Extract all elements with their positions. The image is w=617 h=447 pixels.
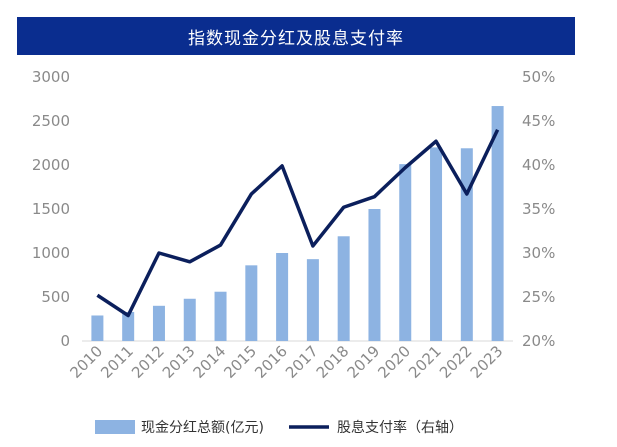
dividend-bar bbox=[368, 209, 381, 341]
x-axis-tick: 2015 bbox=[220, 342, 260, 382]
x-axis-tick: 2021 bbox=[405, 342, 445, 382]
right-axis-tick: 40% bbox=[522, 156, 555, 174]
dividend-bar bbox=[245, 265, 258, 341]
x-axis-tick: 2013 bbox=[159, 342, 199, 382]
dividend-bar bbox=[91, 315, 104, 341]
x-axis-tick: 2023 bbox=[467, 342, 507, 382]
right-axis-tick: 30% bbox=[522, 244, 555, 262]
dividend-bar bbox=[337, 236, 350, 341]
left-axis-tick: 1500 bbox=[32, 200, 70, 218]
legend-swatch-bar bbox=[95, 420, 135, 434]
dividend-bar bbox=[214, 291, 227, 341]
x-axis-tick: 2016 bbox=[251, 342, 291, 382]
x-axis-tick: 2019 bbox=[344, 342, 384, 382]
right-axis-tick: 35% bbox=[522, 200, 555, 218]
dividend-bar bbox=[183, 298, 196, 341]
dividend-bar bbox=[276, 253, 289, 341]
x-axis-tick: 2011 bbox=[97, 342, 137, 382]
chart-title: 指数现金分红及股息支付率 bbox=[17, 17, 575, 55]
dividend-bar bbox=[399, 164, 412, 341]
x-axis-tick: 2022 bbox=[436, 342, 476, 382]
left-axis-tick: 3000 bbox=[32, 68, 70, 86]
x-axis-tick: 2014 bbox=[190, 342, 230, 382]
right-axis-tick: 45% bbox=[522, 112, 555, 130]
dividend-bar bbox=[491, 106, 504, 341]
dividend-bar bbox=[122, 311, 135, 341]
x-axis-tick: 2010 bbox=[66, 342, 106, 382]
dividend-bar bbox=[306, 259, 319, 341]
right-axis-tick: 25% bbox=[522, 288, 555, 306]
x-axis-tick: 2018 bbox=[313, 342, 353, 382]
legend-label-line: 股息支付率（右轴） bbox=[337, 419, 463, 436]
left-axis-tick: 0 bbox=[60, 332, 70, 350]
dividend-bar bbox=[460, 148, 473, 341]
x-axis-tick: 2012 bbox=[128, 342, 168, 382]
payout-ratio-line bbox=[96, 129, 500, 318]
left-axis-tick: 500 bbox=[41, 288, 70, 306]
x-axis-tick: 2017 bbox=[282, 342, 322, 382]
left-axis-tick: 2000 bbox=[32, 156, 70, 174]
x-axis-tick: 2020 bbox=[374, 342, 414, 382]
left-axis-tick: 1000 bbox=[32, 244, 70, 262]
dividend-bar bbox=[152, 305, 165, 341]
dividend-bar bbox=[430, 147, 443, 341]
legend-label-bar: 现金分红总额(亿元) bbox=[141, 420, 264, 436]
right-axis-tick: 50% bbox=[522, 68, 555, 86]
right-axis-tick: 20% bbox=[522, 332, 555, 350]
left-axis-tick: 2500 bbox=[32, 112, 70, 130]
